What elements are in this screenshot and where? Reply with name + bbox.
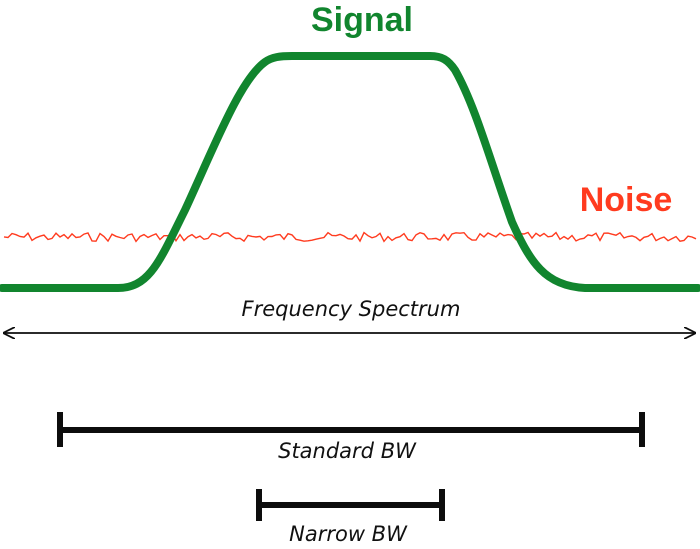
narrow-bw-label: Narrow BW: [289, 522, 408, 546]
signal-label: Signal: [311, 1, 413, 39]
signal-curve: [0, 52, 700, 292]
standard-bw-label: Standard BW: [278, 439, 417, 463]
standard-bw-bar: [57, 412, 645, 447]
noise-line: [3, 231, 697, 243]
noise-label: Noise: [580, 181, 673, 219]
narrow-bw-bar: [256, 489, 445, 521]
frequency-spectrum-label: Frequency Spectrum: [242, 297, 461, 321]
